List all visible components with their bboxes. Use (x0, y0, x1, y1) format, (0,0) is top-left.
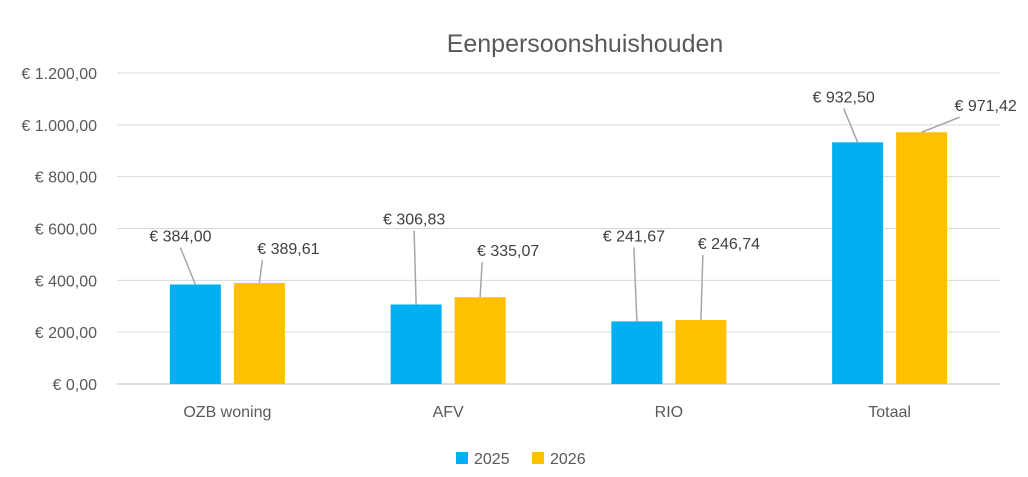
leader-line (700, 255, 704, 321)
label-leader-lines (179, 108, 960, 322)
x-axis-categories: OZB woning AFV RIO Totaal (183, 404, 911, 421)
legend: 2025 2026 (456, 451, 586, 468)
y-tick-label: € 600,00 (35, 222, 97, 239)
y-tick-label: € 1.000,00 (21, 118, 97, 135)
leader-line (842, 108, 859, 143)
y-tick-label: € 1.200,00 (21, 66, 97, 83)
y-tick-label: € 0,00 (53, 377, 98, 394)
legend-label: 2026 (550, 451, 586, 468)
y-tick-label: € 200,00 (35, 325, 97, 342)
legend-swatch-2025 (456, 452, 468, 464)
data-labels: € 384,00 € 389,61 € 306,83 € 335,07 € 241,67… (149, 89, 1017, 260)
data-label: € 384,00 (149, 228, 211, 245)
x-category-label: OZB woning (183, 404, 271, 421)
data-label: € 971,42 (954, 98, 1016, 115)
leader-line (633, 247, 638, 322)
data-label: € 389,61 (257, 241, 319, 258)
data-label: € 306,83 (383, 211, 445, 228)
x-category-label: Totaal (868, 404, 911, 421)
data-label: € 246,74 (698, 236, 760, 253)
y-axis-ticks: € 0,00 € 200,00 € 400,00 € 600,00 € 800,00 € … (21, 66, 97, 394)
legend-swatch-2026 (532, 452, 544, 464)
bar-2026-1 (454, 297, 506, 384)
bar-2026-2 (675, 320, 727, 384)
x-category-label: RIO (655, 404, 683, 421)
legend-label: 2025 (474, 451, 510, 468)
bar-2025-2 (611, 321, 663, 384)
data-label: € 335,07 (477, 243, 539, 260)
leader-line (921, 116, 960, 133)
chart-title: Eenpersoonshuishouden (447, 30, 724, 58)
y-tick-label: € 800,00 (35, 170, 97, 187)
y-tick-label: € 400,00 (35, 273, 97, 290)
leader-line (179, 247, 197, 285)
leader-line (413, 230, 417, 305)
bar-2026-0 (233, 283, 285, 384)
bars (169, 132, 948, 384)
leader-line (258, 259, 264, 284)
data-label: € 932,50 (812, 89, 874, 106)
bar-2025-0 (169, 284, 221, 384)
x-category-label: AFV (433, 404, 464, 421)
leader-line (479, 262, 483, 298)
data-label: € 241,67 (603, 228, 665, 245)
bar-2025-3 (832, 142, 884, 384)
bar-2026-3 (896, 132, 948, 384)
bar-2025-1 (390, 304, 442, 384)
